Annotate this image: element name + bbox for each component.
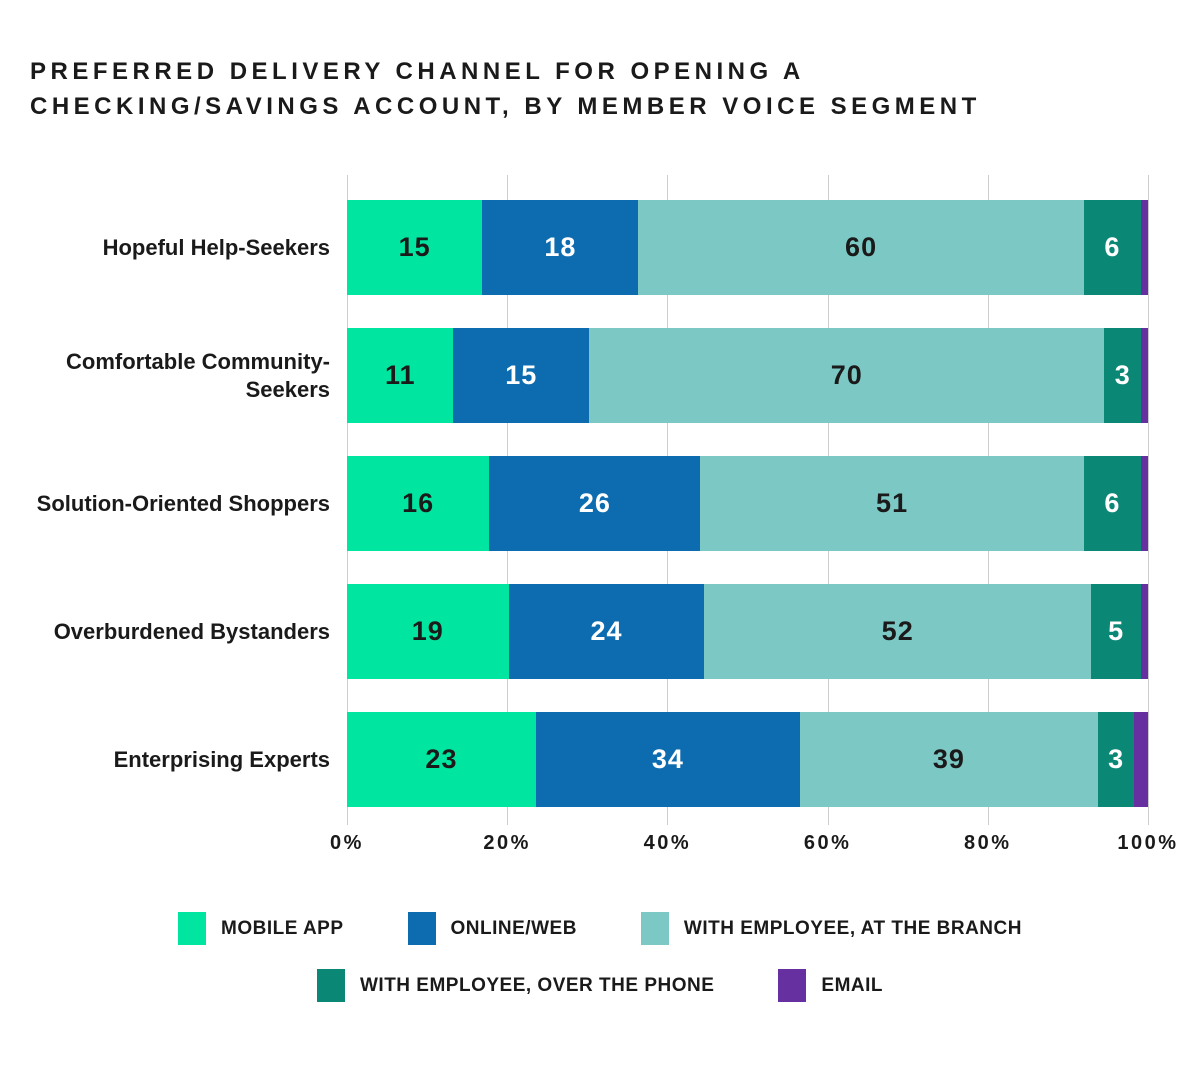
legend-item-with-employee-over-the-phone: WITH EMPLOYEE, OVER THE PHONE (316, 969, 715, 1002)
bar-value-label: 39 (932, 744, 965, 774)
bar-value-label: 15 (398, 232, 431, 262)
bar-value-label: 23 (425, 744, 458, 774)
chart-row: Hopeful Help-Seekers 15 18 60 6 (30, 200, 1148, 295)
x-tick-label: 20% (483, 832, 531, 854)
bar-segment-with-employee-at-the-branch: 39 (799, 712, 1098, 807)
chart-row: Enterprising Experts 23 34 39 3 (30, 712, 1148, 807)
category-label: Hopeful Help-Seekers (102, 234, 330, 260)
bar-segment-with-employee-over-the-phone: 5 (1091, 584, 1142, 679)
bar-segment-mobile-app: 16 (347, 456, 490, 551)
bar-segment-with-employee-over-the-phone: 6 (1083, 456, 1142, 551)
bar-value-label: 5 (1108, 616, 1125, 646)
bar-value-label: 70 (830, 360, 863, 390)
chart-title-line-2: CHECKING/SAVINGS ACCOUNT, BY MEMBER VOIC… (30, 93, 981, 120)
bar-value-label: 3 (1114, 360, 1131, 390)
bar-value-label: 3 (1108, 744, 1125, 774)
bar-value-label: 11 (384, 360, 416, 390)
bar-segment-email (1141, 584, 1148, 679)
bar-segment-email (1141, 200, 1148, 295)
bar-track: 16 26 51 6 (347, 456, 1148, 551)
legend-swatch (316, 969, 345, 1002)
chart-row: Overburdened Bystanders 19 24 52 5 (30, 584, 1148, 679)
gridline (1148, 175, 1149, 825)
bar-segment-email (1141, 456, 1148, 551)
legend-row: WITH EMPLOYEE, OVER THE PHONE EMAIL (316, 969, 883, 1002)
x-tick-label: 0% (330, 832, 364, 854)
x-tick-label: 100% (1117, 832, 1179, 854)
legend-item-email: EMAIL (778, 969, 883, 1002)
bar-segment-online-web: 26 (489, 456, 701, 551)
bar-value-label: 24 (590, 616, 623, 646)
bar-segment-with-employee-over-the-phone: 3 (1097, 712, 1135, 807)
bar-segment-mobile-app: 23 (347, 712, 536, 807)
bar-track: 23 34 39 3 (347, 712, 1148, 807)
bar-segment-online-web: 24 (508, 584, 705, 679)
bar-segment-with-employee-at-the-branch: 51 (700, 456, 1084, 551)
bar-segment-mobile-app: 11 (347, 328, 454, 423)
chart-row: Comfortable Community-Seekers 11 15 70 3 (30, 328, 1148, 423)
legend-swatch (407, 912, 436, 945)
x-tick-label: 40% (643, 832, 692, 854)
legend-item-online-web: ONLINE/WEB (407, 912, 577, 945)
bar-segment-with-employee-at-the-branch: 60 (638, 200, 1084, 295)
x-tick-label: 60% (803, 832, 852, 854)
category-label: Solution-Oriented Shoppers (36, 490, 330, 516)
legend-item-with-employee-at-the-branch: WITH EMPLOYEE, AT THE BRANCH (640, 912, 1022, 945)
bar-segment-mobile-app: 15 (347, 200, 483, 295)
legend-label: EMAIL (821, 974, 884, 996)
bar-value-label: 52 (881, 616, 914, 646)
bar-value-label: 15 (505, 360, 538, 390)
category-label: Enterprising Experts (113, 746, 330, 772)
bar-value-label: 51 (876, 488, 909, 518)
legend-label: MOBILE APP (221, 917, 344, 939)
x-axis: 0% 20% 40% 60% 80% 100% (330, 832, 1176, 858)
category-label: Comfortable Community-Seekers (66, 349, 330, 402)
legend-swatch (778, 969, 807, 1002)
bar-rows: Hopeful Help-Seekers 15 18 60 6 Comfortable C… (30, 200, 1148, 840)
bar-track: 15 18 60 6 (347, 200, 1148, 295)
chart-title: PREFERRED DELIVERY CHANNEL FOR OPENING A… (30, 54, 990, 124)
bar-value-label: 6 (1104, 232, 1121, 262)
bar-segment-email (1134, 712, 1148, 807)
bar-value-label: 26 (578, 488, 611, 518)
bar-segment-mobile-app: 19 (347, 584, 509, 679)
bar-value-label: 6 (1104, 488, 1121, 518)
bar-segment-online-web: 34 (535, 712, 800, 807)
legend-row: MOBILE APP ONLINE/WEB WITH EMPLOYEE, AT TH… (178, 912, 1022, 945)
legend-swatch (178, 912, 206, 945)
bar-value-label: 16 (402, 488, 435, 518)
bar-segment-online-web: 18 (482, 200, 639, 295)
category-label: Overburdened Bystanders (53, 618, 330, 644)
bar-segment-online-web: 15 (453, 328, 590, 423)
bar-value-label: 18 (544, 232, 577, 262)
bar-segment-with-employee-at-the-branch: 52 (704, 584, 1092, 679)
bar-segment-with-employee-at-the-branch: 70 (589, 328, 1105, 423)
bar-value-label: 60 (845, 232, 878, 262)
bar-track: 11 15 70 3 (347, 328, 1148, 423)
bar-segment-with-employee-over-the-phone: 3 (1104, 328, 1142, 423)
legend: MOBILE APP ONLINE/WEB WITH EMPLOYEE, AT TH… (0, 912, 1200, 1002)
legend-swatch (640, 912, 669, 945)
bar-segment-email (1141, 328, 1148, 423)
bar-value-label: 19 (411, 616, 444, 646)
bar-value-label: 34 (651, 744, 684, 774)
legend-label: WITH EMPLOYEE, OVER THE PHONE (359, 974, 715, 996)
bar-track: 19 24 52 5 (347, 584, 1148, 679)
legend-label: ONLINE/WEB (450, 917, 577, 939)
legend-item-mobile-app: MOBILE APP (178, 912, 344, 945)
bar-segment-with-employee-over-the-phone: 6 (1083, 200, 1142, 295)
x-tick-label: 80% (964, 832, 1012, 854)
chart-title-line-1: PREFERRED DELIVERY CHANNEL FOR OPENING A (30, 58, 805, 85)
chart-row: Solution-Oriented Shoppers 16 26 51 6 (30, 456, 1148, 551)
legend-label: WITH EMPLOYEE, AT THE BRANCH (683, 917, 1022, 939)
